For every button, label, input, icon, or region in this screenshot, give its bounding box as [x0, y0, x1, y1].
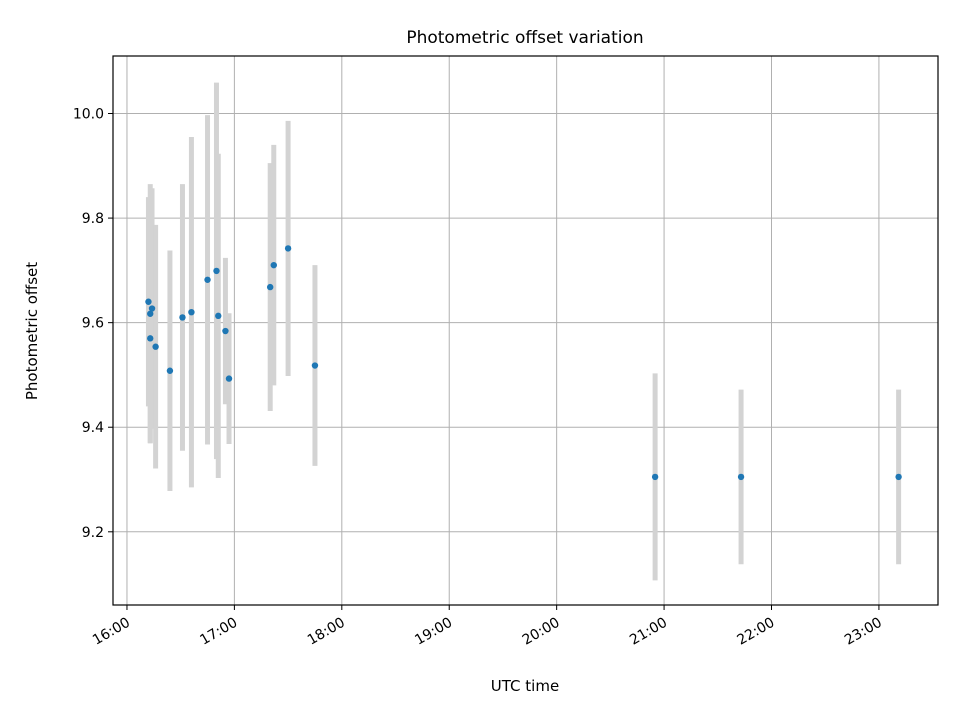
data-point	[651, 473, 659, 481]
chart-title: Photometric offset variation	[406, 28, 643, 48]
y-axis-ticks: 9.2 9.4 9.6 9.8 10.0	[73, 107, 113, 541]
data-point	[179, 314, 186, 321]
data-point	[284, 245, 292, 252]
y-tick-label: 9.8	[82, 211, 104, 227]
data-point	[215, 312, 222, 320]
data-point	[148, 305, 156, 312]
data-point	[204, 276, 211, 283]
y-tick-label: 9.6	[82, 316, 104, 332]
data-point	[225, 375, 233, 382]
data-points	[145, 245, 902, 481]
data-point	[147, 310, 154, 317]
data-point	[152, 343, 159, 350]
data-point	[145, 298, 152, 305]
y-axis-label: Photometric offset	[23, 262, 41, 400]
grid-lines	[113, 56, 938, 605]
x-axis-label: UTC time	[491, 677, 559, 695]
data-point	[222, 327, 229, 335]
plot-frame	[112, 55, 939, 606]
data-point	[188, 309, 195, 316]
data-point	[213, 267, 220, 275]
data-point	[270, 261, 277, 269]
y-tick-label: 10.0	[73, 107, 104, 123]
data-point	[737, 473, 745, 481]
data-point	[166, 367, 174, 374]
data-point	[895, 473, 902, 481]
y-tick-label: 9.2	[82, 525, 104, 541]
data-point	[311, 362, 319, 369]
y-tick-label: 9.4	[82, 420, 104, 436]
data-point	[147, 335, 154, 342]
data-point	[266, 283, 274, 291]
